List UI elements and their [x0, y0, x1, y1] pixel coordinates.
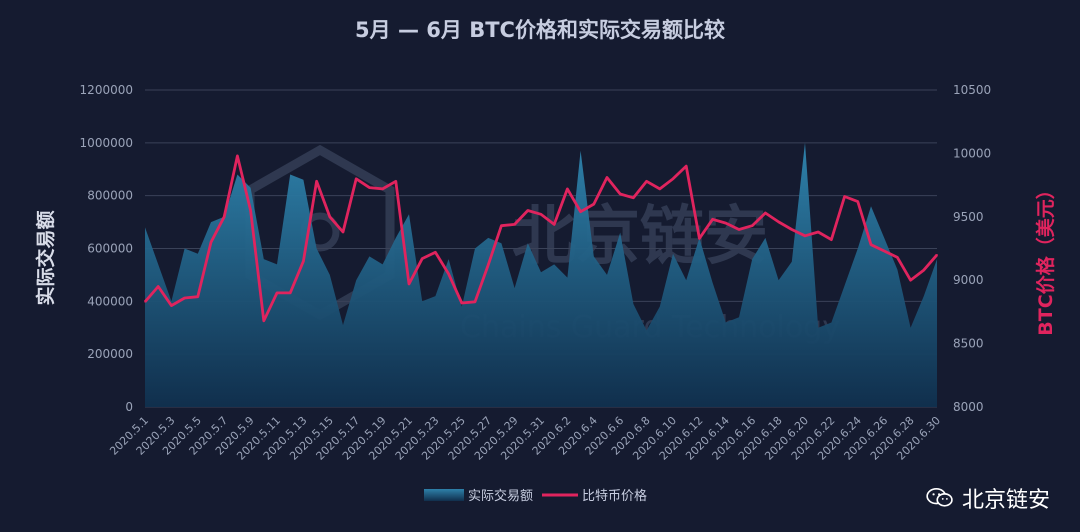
- y-left-tick-label: 800000: [87, 189, 133, 203]
- watermark-text-cn: 北京链安: [512, 200, 768, 274]
- price-point: [157, 285, 159, 288]
- price-point: [566, 188, 569, 190]
- price-point: [685, 165, 687, 167]
- y-left-tick-label: 200000: [87, 347, 133, 361]
- price-point: [751, 224, 753, 227]
- legend-item-price: 比特币价格: [582, 488, 647, 504]
- brand-badge: 北京链安: [926, 482, 1050, 514]
- price-point: [579, 210, 582, 213]
- price-point: [461, 302, 463, 304]
- price-point: [249, 209, 252, 212]
- price-point: [395, 180, 397, 183]
- price-point: [197, 295, 199, 298]
- price-point: [500, 224, 503, 227]
- price-point: [711, 218, 714, 221]
- price-point: [210, 241, 212, 243]
- y-left-tick-label: 1200000: [80, 83, 133, 97]
- y-right-tick-label: 9500: [953, 210, 984, 224]
- price-point: [698, 237, 701, 240]
- chart-title: 5月 — 6月 BTC价格和实际交易额比较: [355, 18, 725, 42]
- price-point: [183, 297, 186, 299]
- price-point: [659, 188, 661, 190]
- price-point: [276, 292, 278, 294]
- price-point: [540, 213, 542, 216]
- price-point: [843, 195, 846, 198]
- y-left-tick-label: 1000000: [80, 136, 133, 150]
- price-point: [487, 264, 490, 266]
- brand-label: 北京链安: [961, 488, 1050, 513]
- y-right-tick-label: 8000: [953, 400, 984, 414]
- price-point: [342, 231, 344, 233]
- legend: 实际交易额 比特币价格: [424, 488, 647, 504]
- price-point: [236, 155, 239, 157]
- price-point: [368, 186, 371, 189]
- price-point: [223, 216, 225, 218]
- legend-item-volume: 实际交易额: [468, 488, 533, 504]
- y-right-tick-label: 10500: [953, 83, 991, 97]
- price-point: [263, 320, 265, 322]
- price-point: [513, 223, 516, 226]
- price-point: [857, 200, 859, 203]
- price-point: [764, 212, 767, 214]
- price-point: [381, 188, 384, 190]
- price-point: [725, 222, 727, 224]
- price-point: [553, 223, 555, 226]
- price-point: [672, 178, 674, 180]
- price-point: [355, 178, 358, 180]
- left-axis: 0 200000 400000 600000 800000 1000000 1200000: [80, 83, 133, 414]
- price-point: [804, 235, 806, 237]
- y-right-tick-label: 10000: [953, 146, 991, 160]
- price-point: [830, 238, 833, 241]
- price-point: [923, 269, 925, 271]
- price-point: [593, 203, 595, 205]
- y-right-tick-label: 8500: [953, 337, 984, 351]
- price-point: [474, 301, 476, 303]
- price-point: [315, 180, 318, 183]
- price-point: [896, 256, 899, 259]
- right-axis: 8000 8500 9000 9500 10000 10500: [953, 83, 991, 414]
- price-point: [738, 228, 740, 231]
- y-left-tick-label: 0: [125, 400, 133, 414]
- wechat-icon: [926, 488, 953, 507]
- y-left-tick-label: 600000: [87, 242, 133, 256]
- y-right-tick-label: 9000: [953, 273, 984, 287]
- legend-area-swatch: [424, 489, 464, 501]
- price-point: [302, 260, 305, 263]
- price-point: [144, 301, 146, 303]
- price-point: [777, 221, 780, 223]
- price-point: [421, 257, 424, 260]
- price-point: [791, 228, 793, 231]
- price-point: [329, 216, 331, 218]
- price-point: [817, 231, 819, 233]
- price-point: [289, 292, 292, 294]
- price-point: [619, 193, 621, 195]
- y-axis-left-title: 实际交易额: [34, 210, 57, 305]
- area-volume: [145, 142, 937, 408]
- price-point: [632, 197, 635, 199]
- price-point: [606, 176, 608, 179]
- line-series: [143, 154, 939, 323]
- price-point: [645, 180, 648, 183]
- y-axis-right-title: BTC价格（美元）: [1034, 180, 1057, 335]
- price-point: [936, 254, 938, 256]
- price-point: [883, 250, 885, 252]
- price-point: [434, 251, 437, 254]
- price-point: [527, 209, 529, 212]
- x-axis: 2020.5.12020.5.32020.5.52020.5.72020.5.9…: [107, 414, 943, 463]
- price-point: [870, 243, 872, 246]
- price-point: [447, 273, 450, 275]
- price-point: [170, 304, 173, 307]
- price-point: [909, 279, 912, 282]
- area-series: [145, 142, 937, 408]
- y-left-tick-label: 400000: [87, 294, 133, 308]
- price-point: [408, 283, 410, 285]
